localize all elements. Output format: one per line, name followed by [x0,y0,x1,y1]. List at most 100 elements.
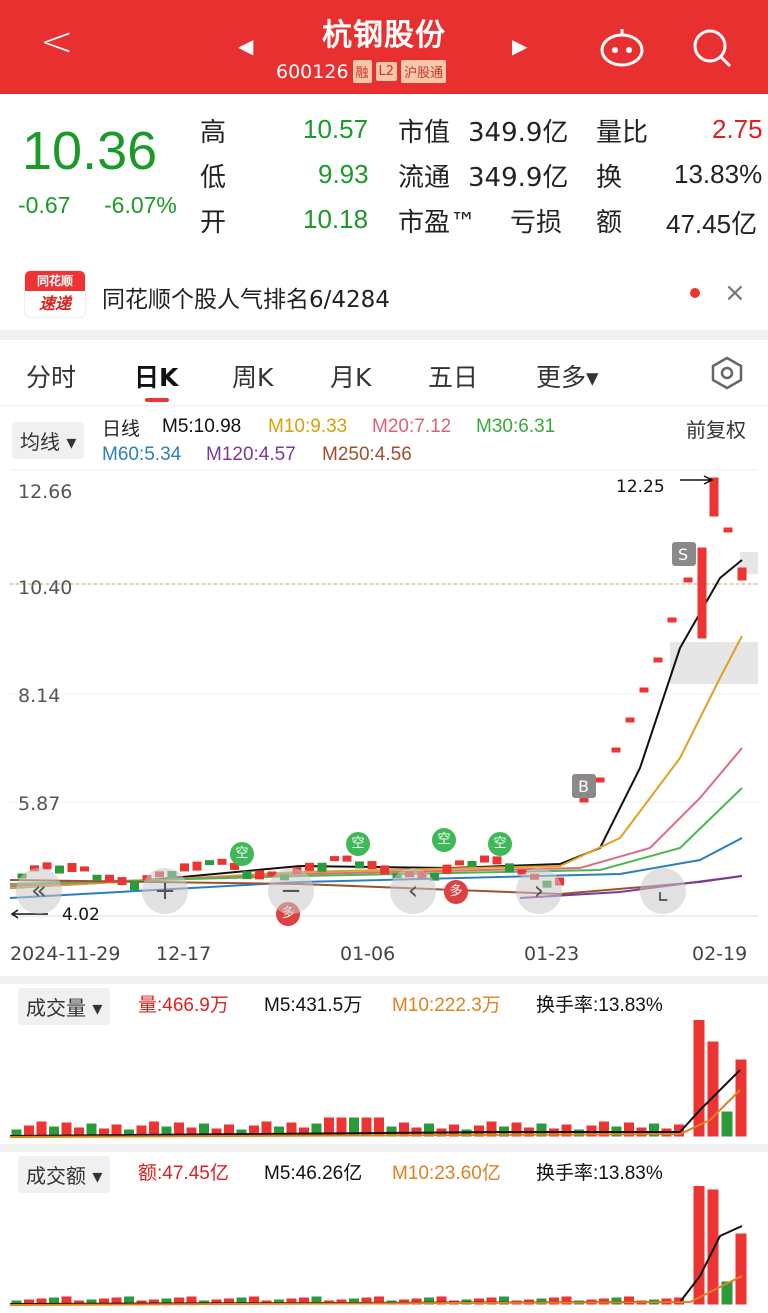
ma120-label: M120:4.57 [206,444,296,465]
candle [399,1122,409,1137]
stock-name: 杭钢股份 [322,18,446,53]
news-banner[interactable]: 同花顺 速递 同花顺个股人气排名6/4284 × [0,258,768,330]
turnover-value: 13.83% [674,159,763,189]
header-bar: < ◀ 杭钢股份 ▶ 600126 融 L2 沪股通 [0,0,768,94]
y-label: 12.66 [18,481,72,503]
amount-chart[interactable] [0,1186,768,1310]
candle [561,1124,572,1137]
candle [367,861,377,870]
candle [505,863,514,873]
long-signal-icon: 多 [444,880,468,904]
high-marker: 12.25 [616,477,665,497]
svg-text:S: S [678,545,688,564]
ma60-label: M60:5.34 [102,444,182,465]
candle [130,881,139,891]
candle [180,863,189,872]
x-label: 01-06 [340,943,395,965]
zoom-out-button[interactable]: − [268,868,314,914]
search-icon[interactable] [690,26,734,70]
divider [0,976,768,984]
prev-stock-button[interactable]: ◀ [238,34,254,58]
buy-signal-icon [572,774,596,798]
stock-code: 600126 [276,60,349,83]
tab-more[interactable]: 更多▾ [536,363,599,392]
volume-m10: M10:222.3万 [392,995,501,1016]
scroll-left-button[interactable]: ‹ [390,868,436,914]
candle [674,1124,684,1137]
candle [574,1129,584,1137]
x-label: 02-19 [692,943,747,965]
tab-weekly-k[interactable]: 周K [232,363,274,392]
candle [86,1123,97,1137]
volume-m5: M5:431.5万 [264,995,363,1016]
quote-panel: 10.36 -0.67 -6.07% 高 10.57 低 9.93 开 10.1… [0,94,768,244]
adjust-mode[interactable]: 前复权 [686,420,746,442]
tab-intraday[interactable]: 分时 [26,363,77,392]
kline-chart[interactable]: 12.66 10.40 8.14 5.87 12.25 4.02 B S 202… [0,468,768,968]
back-button[interactable]: < [40,19,74,65]
news-text[interactable]: 同花顺个股人气排名6/4284 [102,287,390,313]
candle [683,577,693,583]
tag-connect: 沪股通 [401,60,447,83]
tab-five-day[interactable]: 五日 [428,363,479,392]
candle [217,858,227,865]
ma20-label: M20:7.12 [372,416,452,437]
high-value: 10.57 [303,114,369,144]
robot-icon[interactable] [598,26,646,68]
price-change-pct: -6.07% [104,192,177,218]
close-news-button[interactable]: × [724,278,746,308]
candle [486,1121,497,1137]
mcap-label: 市值 [398,118,451,148]
candle [723,527,733,533]
volume-ratio-label: 量比 [596,118,649,148]
settings-hexagon-icon[interactable] [710,356,744,390]
candle [511,1122,522,1137]
svg-text:B: B [578,777,589,796]
fullscreen-button[interactable]: ⌞ [640,868,686,914]
short-signal-icon: 空 [432,828,456,852]
ma-selector[interactable]: 均线 ▾ [12,422,85,459]
ma-title: 日线 [102,419,141,440]
candles-group [17,477,747,891]
candle [735,1233,747,1305]
zoom-in-button[interactable]: + [142,868,188,914]
volume-value: 量:466.9万 [138,995,229,1016]
candle [474,1298,484,1305]
candle [117,877,127,886]
tag-margin: 融 [352,60,372,83]
ma30-label: M30:6.31 [476,416,556,437]
candle [61,1122,72,1137]
open-label: 开 [200,208,227,238]
candle [105,874,114,882]
candle [721,1281,733,1305]
candle [467,860,477,867]
amount-m5: M5:46.26亿 [264,1163,363,1184]
candle [480,855,489,863]
pe-value: 亏损 [510,208,563,238]
sell-signal-icon [672,542,696,566]
candle [499,1296,509,1305]
volume-ratio-value: 2.75 [712,114,763,144]
float-label: 流通 [398,163,451,193]
candle [639,687,649,693]
y-label: 5.87 [18,793,60,815]
candle [667,617,677,623]
candle [611,1297,622,1305]
scroll-right-button[interactable]: › [516,868,562,914]
amount-selector[interactable]: 成交额 ▾ [18,1156,111,1193]
x-label: 2024-11-29 [10,943,120,965]
candle [474,1125,484,1137]
volume-selector[interactable]: 成交量 ▾ [18,988,111,1025]
ma10-label: M10:9.33 [268,416,348,437]
high-label: 高 [200,118,227,148]
candle [242,871,252,880]
candle [579,797,589,803]
candle [342,855,352,862]
tab-monthly-k[interactable]: 月K [330,363,372,392]
tab-daily-k[interactable]: 日K [134,363,179,392]
y-label: 8.14 [18,685,60,707]
volume-chart[interactable] [0,1020,768,1144]
amount-m5-line [9,1225,743,1305]
scroll-left-fast-button[interactable]: « [16,868,62,914]
next-stock-button[interactable]: ▶ [512,34,528,58]
